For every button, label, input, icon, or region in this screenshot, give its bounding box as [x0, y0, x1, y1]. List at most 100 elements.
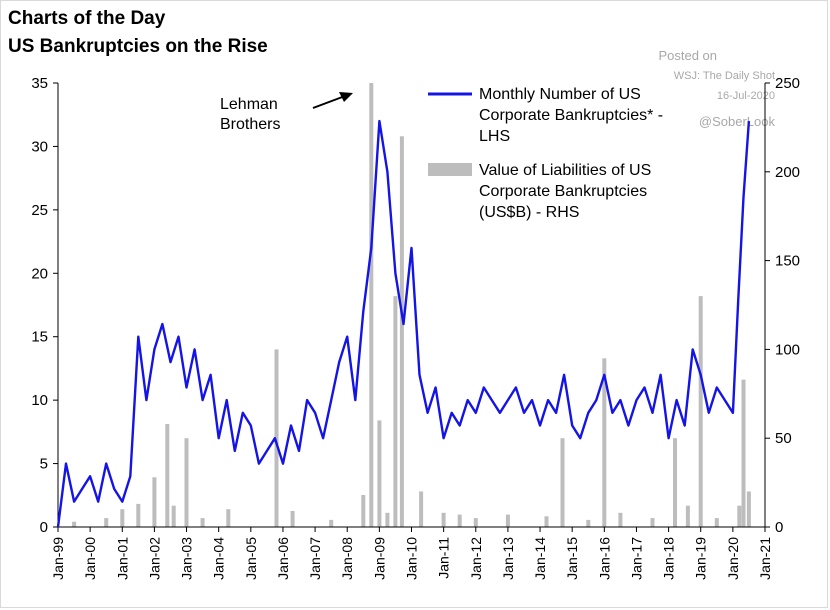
y-left-tick-label: 30 — [31, 138, 48, 155]
watermark-source: WSJ: The Daily Shot — [673, 70, 775, 82]
liabilities-bar — [274, 349, 279, 527]
y-left-tick-label: 20 — [31, 265, 48, 282]
liabilities-bar — [120, 509, 125, 527]
liabilities-bar — [152, 477, 157, 527]
chart-axes: 0 5 10 15 20 25 30 35 0 50 100 150 200 250 Jan-99 Jan-0… — [31, 75, 800, 580]
legend-line-label: LHS — [479, 128, 510, 145]
liabilities-bar — [685, 505, 690, 527]
page-title: Charts of the Day — [8, 8, 166, 29]
liabilities-bar — [473, 518, 478, 527]
y-left-tick-label: 10 — [31, 392, 48, 409]
liabilities-bar — [200, 518, 205, 527]
x-tick-label: Jan-06 — [275, 537, 291, 580]
x-tick-label: Jan-11 — [436, 537, 452, 579]
legend-bar-label: (US$B) - RHS — [479, 204, 579, 221]
lehman-label: Lehman — [220, 96, 278, 113]
x-tick-label: Jan-04 — [211, 537, 227, 580]
lehman-label: Brothers — [220, 116, 280, 133]
liabilities-bar — [290, 511, 295, 527]
y-left-tick-label: 25 — [31, 202, 48, 219]
watermark-posted-on: Posted on — [658, 48, 717, 63]
x-tick-label: Jan-15 — [564, 537, 580, 580]
x-tick-label: Jan-20 — [725, 537, 741, 580]
watermark-date: 16-Jul-2020 — [716, 90, 775, 102]
y-right-tick-label: 0 — [775, 519, 783, 536]
watermark: Posted on WSJ: The Daily Shot 16-Jul-202… — [560, 48, 775, 138]
x-tick-label: Jan-02 — [146, 537, 162, 580]
x-tick-label: Jan-08 — [339, 537, 355, 580]
liabilities-bar — [171, 505, 176, 527]
x-tick-label: Jan-09 — [371, 537, 387, 580]
liabilities-bar — [165, 424, 170, 527]
liabilities-bar — [104, 518, 109, 527]
liabilities-bar — [385, 512, 390, 527]
liabilities-bar — [457, 514, 462, 527]
x-tick-label: Jan-00 — [82, 537, 98, 580]
liabilities-bar — [741, 379, 746, 527]
y-right-tick-label: 150 — [775, 253, 800, 270]
liabilities-bar — [714, 518, 719, 527]
liabilities-bars — [72, 83, 751, 528]
liabilities-bar — [361, 495, 366, 527]
liabilities-bar — [544, 516, 549, 527]
y-left-tick-label: 0 — [40, 519, 48, 536]
x-tick-label: Jan-18 — [661, 537, 677, 580]
liabilities-bar — [393, 296, 398, 527]
liabilities-bar — [602, 358, 607, 527]
liabilities-bar — [441, 512, 446, 527]
liabilities-bar — [136, 503, 141, 527]
legend-bar-label: Value of Liabilities of US — [479, 162, 651, 179]
liabilities-bar — [399, 136, 404, 528]
x-tick-label: Jan-16 — [596, 537, 612, 580]
liabilities-bar — [698, 296, 703, 527]
y-right-tick-label: 250 — [775, 75, 800, 92]
x-tick-label: Jan-01 — [114, 537, 130, 580]
liabilities-bar — [560, 438, 565, 527]
lehman-annotation: Lehman Brothers — [220, 92, 353, 133]
liabilities-bar — [505, 514, 510, 527]
liabilities-bar — [419, 491, 424, 527]
y-right-tick-label: 100 — [775, 341, 800, 358]
liabilities-bar — [329, 519, 334, 527]
bankruptcies-line-group — [56, 119, 751, 528]
x-tick-label: Jan-10 — [404, 537, 420, 580]
legend-line-label: Corporate Bankruptcies* - — [479, 107, 663, 124]
y-left-tick-label: 5 — [40, 456, 48, 473]
x-tick-label: Jan-12 — [468, 537, 484, 580]
x-tick-label: Jan-03 — [179, 537, 195, 580]
chart-subtitle: US Bankruptcies on the Rise — [8, 36, 268, 57]
watermark-handle: @SoberLook — [698, 114, 775, 129]
x-tick-label: Jan-99 — [50, 537, 66, 580]
lehman-arrow-shaft — [312, 95, 346, 109]
y-right-tick-label: 200 — [775, 164, 800, 181]
y-left-tick-label: 15 — [31, 329, 48, 346]
lehman-arrow-head — [339, 92, 353, 102]
liabilities-bar — [72, 521, 77, 527]
chart-legend: Monthly Number of US Corporate Bankruptci… — [428, 86, 663, 221]
liabilities-bar — [737, 505, 742, 527]
liabilities-bar — [377, 420, 382, 527]
x-tick-label: Jan-19 — [693, 537, 709, 580]
liabilities-bar — [746, 491, 751, 527]
liabilities-bar — [226, 509, 231, 527]
legend-bar-label: Corporate Bankruptcies — [479, 183, 647, 200]
x-tick-label: Jan-13 — [500, 537, 516, 580]
liabilities-bar — [618, 512, 623, 527]
liabilities-bar — [184, 438, 189, 527]
x-tick-label: Jan-05 — [243, 537, 259, 580]
x-tick-label: Jan-21 — [757, 537, 773, 580]
legend-bar-swatch — [428, 163, 472, 176]
x-tick-label: Jan-07 — [307, 537, 323, 580]
y-left-tick-label: 35 — [31, 75, 48, 92]
liabilities-bar — [369, 83, 374, 527]
liabilities-bar — [586, 519, 591, 527]
liabilities-bar — [673, 438, 677, 527]
x-tick-label: Jan-17 — [628, 537, 644, 580]
bankruptcies-line — [56, 119, 751, 528]
x-tick-label: Jan-14 — [532, 537, 548, 580]
y-right-tick-label: 50 — [775, 430, 792, 447]
legend-line-label: Monthly Number of US — [479, 86, 641, 103]
liabilities-bar — [650, 518, 655, 527]
